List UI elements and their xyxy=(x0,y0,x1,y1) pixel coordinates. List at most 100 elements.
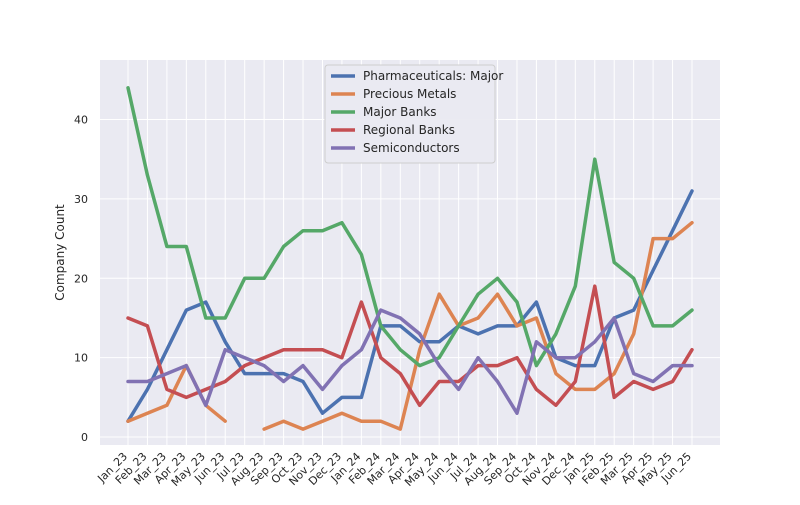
series-semiconductors xyxy=(126,308,694,415)
y-tick-label: 30 xyxy=(74,193,88,206)
data-point xyxy=(593,388,596,391)
data-point xyxy=(418,364,421,367)
data-point xyxy=(690,189,694,193)
data-point xyxy=(632,380,635,383)
data-point xyxy=(340,396,344,399)
data-point xyxy=(262,372,266,375)
data-point xyxy=(340,221,344,224)
series-major-banks xyxy=(126,86,694,368)
data-point xyxy=(282,245,285,248)
data-point xyxy=(243,277,246,280)
data-point xyxy=(651,388,655,391)
data-point xyxy=(593,158,596,161)
data-point xyxy=(282,348,285,351)
y-tick-label: 20 xyxy=(74,272,88,285)
data-point xyxy=(126,419,130,423)
data-point xyxy=(243,356,246,359)
data-point xyxy=(671,237,674,240)
data-point xyxy=(262,427,266,431)
data-point xyxy=(262,277,266,280)
data-point xyxy=(690,308,694,312)
data-point xyxy=(574,285,577,288)
data-point xyxy=(224,340,227,344)
data-point xyxy=(204,388,207,391)
data-point xyxy=(321,412,324,415)
data-point xyxy=(301,427,305,431)
data-point xyxy=(437,364,441,367)
data-point xyxy=(535,388,538,391)
data-point xyxy=(418,332,421,336)
data-point xyxy=(593,340,596,344)
data-point xyxy=(690,221,694,224)
data-point xyxy=(301,364,305,367)
data-point xyxy=(243,372,246,375)
data-point xyxy=(399,316,402,320)
data-point xyxy=(185,364,188,367)
data-point xyxy=(301,229,305,232)
data-point xyxy=(399,372,402,375)
data-point xyxy=(146,412,149,415)
data-point xyxy=(185,245,188,248)
data-point xyxy=(224,380,227,383)
data-point xyxy=(554,356,558,359)
data-point xyxy=(399,427,402,431)
y-tick-label: 10 xyxy=(74,352,88,365)
data-point xyxy=(262,364,266,367)
data-point xyxy=(360,300,363,304)
data-point xyxy=(690,348,694,351)
data-point xyxy=(437,340,441,344)
data-point xyxy=(146,324,149,328)
legend-entry: Precious Metals xyxy=(363,87,456,101)
data-point xyxy=(224,348,227,351)
data-point xyxy=(671,229,674,232)
data-point xyxy=(476,356,480,359)
data-point xyxy=(632,277,635,280)
data-point xyxy=(535,316,538,320)
data-point xyxy=(593,285,596,288)
data-point xyxy=(574,356,577,359)
data-point xyxy=(204,404,207,407)
data-point xyxy=(496,364,499,367)
data-point xyxy=(185,396,188,399)
legend-entry: Regional Banks xyxy=(363,123,455,137)
data-point xyxy=(126,380,130,383)
data-point xyxy=(360,396,363,399)
data-point xyxy=(496,292,499,296)
data-point xyxy=(262,356,266,359)
data-point xyxy=(340,356,344,359)
data-point xyxy=(418,340,421,344)
data-point xyxy=(457,380,460,383)
series-line xyxy=(126,284,694,408)
data-point xyxy=(515,412,519,415)
legend-entry: Pharmaceuticals: Major xyxy=(363,69,503,83)
data-point xyxy=(554,372,558,375)
data-point xyxy=(340,364,344,367)
data-point xyxy=(613,372,616,375)
data-point xyxy=(690,364,694,367)
data-point xyxy=(360,419,363,423)
data-point xyxy=(204,300,207,304)
data-point xyxy=(243,364,246,367)
data-point xyxy=(476,332,480,336)
data-point xyxy=(632,332,635,336)
data-point xyxy=(146,388,149,391)
data-point xyxy=(554,332,558,336)
data-point xyxy=(165,245,169,248)
data-point xyxy=(165,348,169,351)
legend: Pharmaceuticals: Major Precious Metals Maj… xyxy=(324,64,503,164)
legend-entry: Major Banks xyxy=(363,105,437,119)
y-tick-label: 40 xyxy=(74,114,88,127)
data-point xyxy=(282,380,285,383)
data-point xyxy=(496,380,499,383)
data-point xyxy=(613,316,616,320)
data-point xyxy=(301,348,305,351)
y-tick-label: 0 xyxy=(81,431,88,444)
data-point xyxy=(613,261,616,264)
data-point xyxy=(632,372,635,375)
data-point xyxy=(224,419,227,423)
series-line xyxy=(126,189,694,423)
data-point xyxy=(574,364,577,367)
data-point xyxy=(165,404,169,407)
data-point xyxy=(165,388,169,391)
